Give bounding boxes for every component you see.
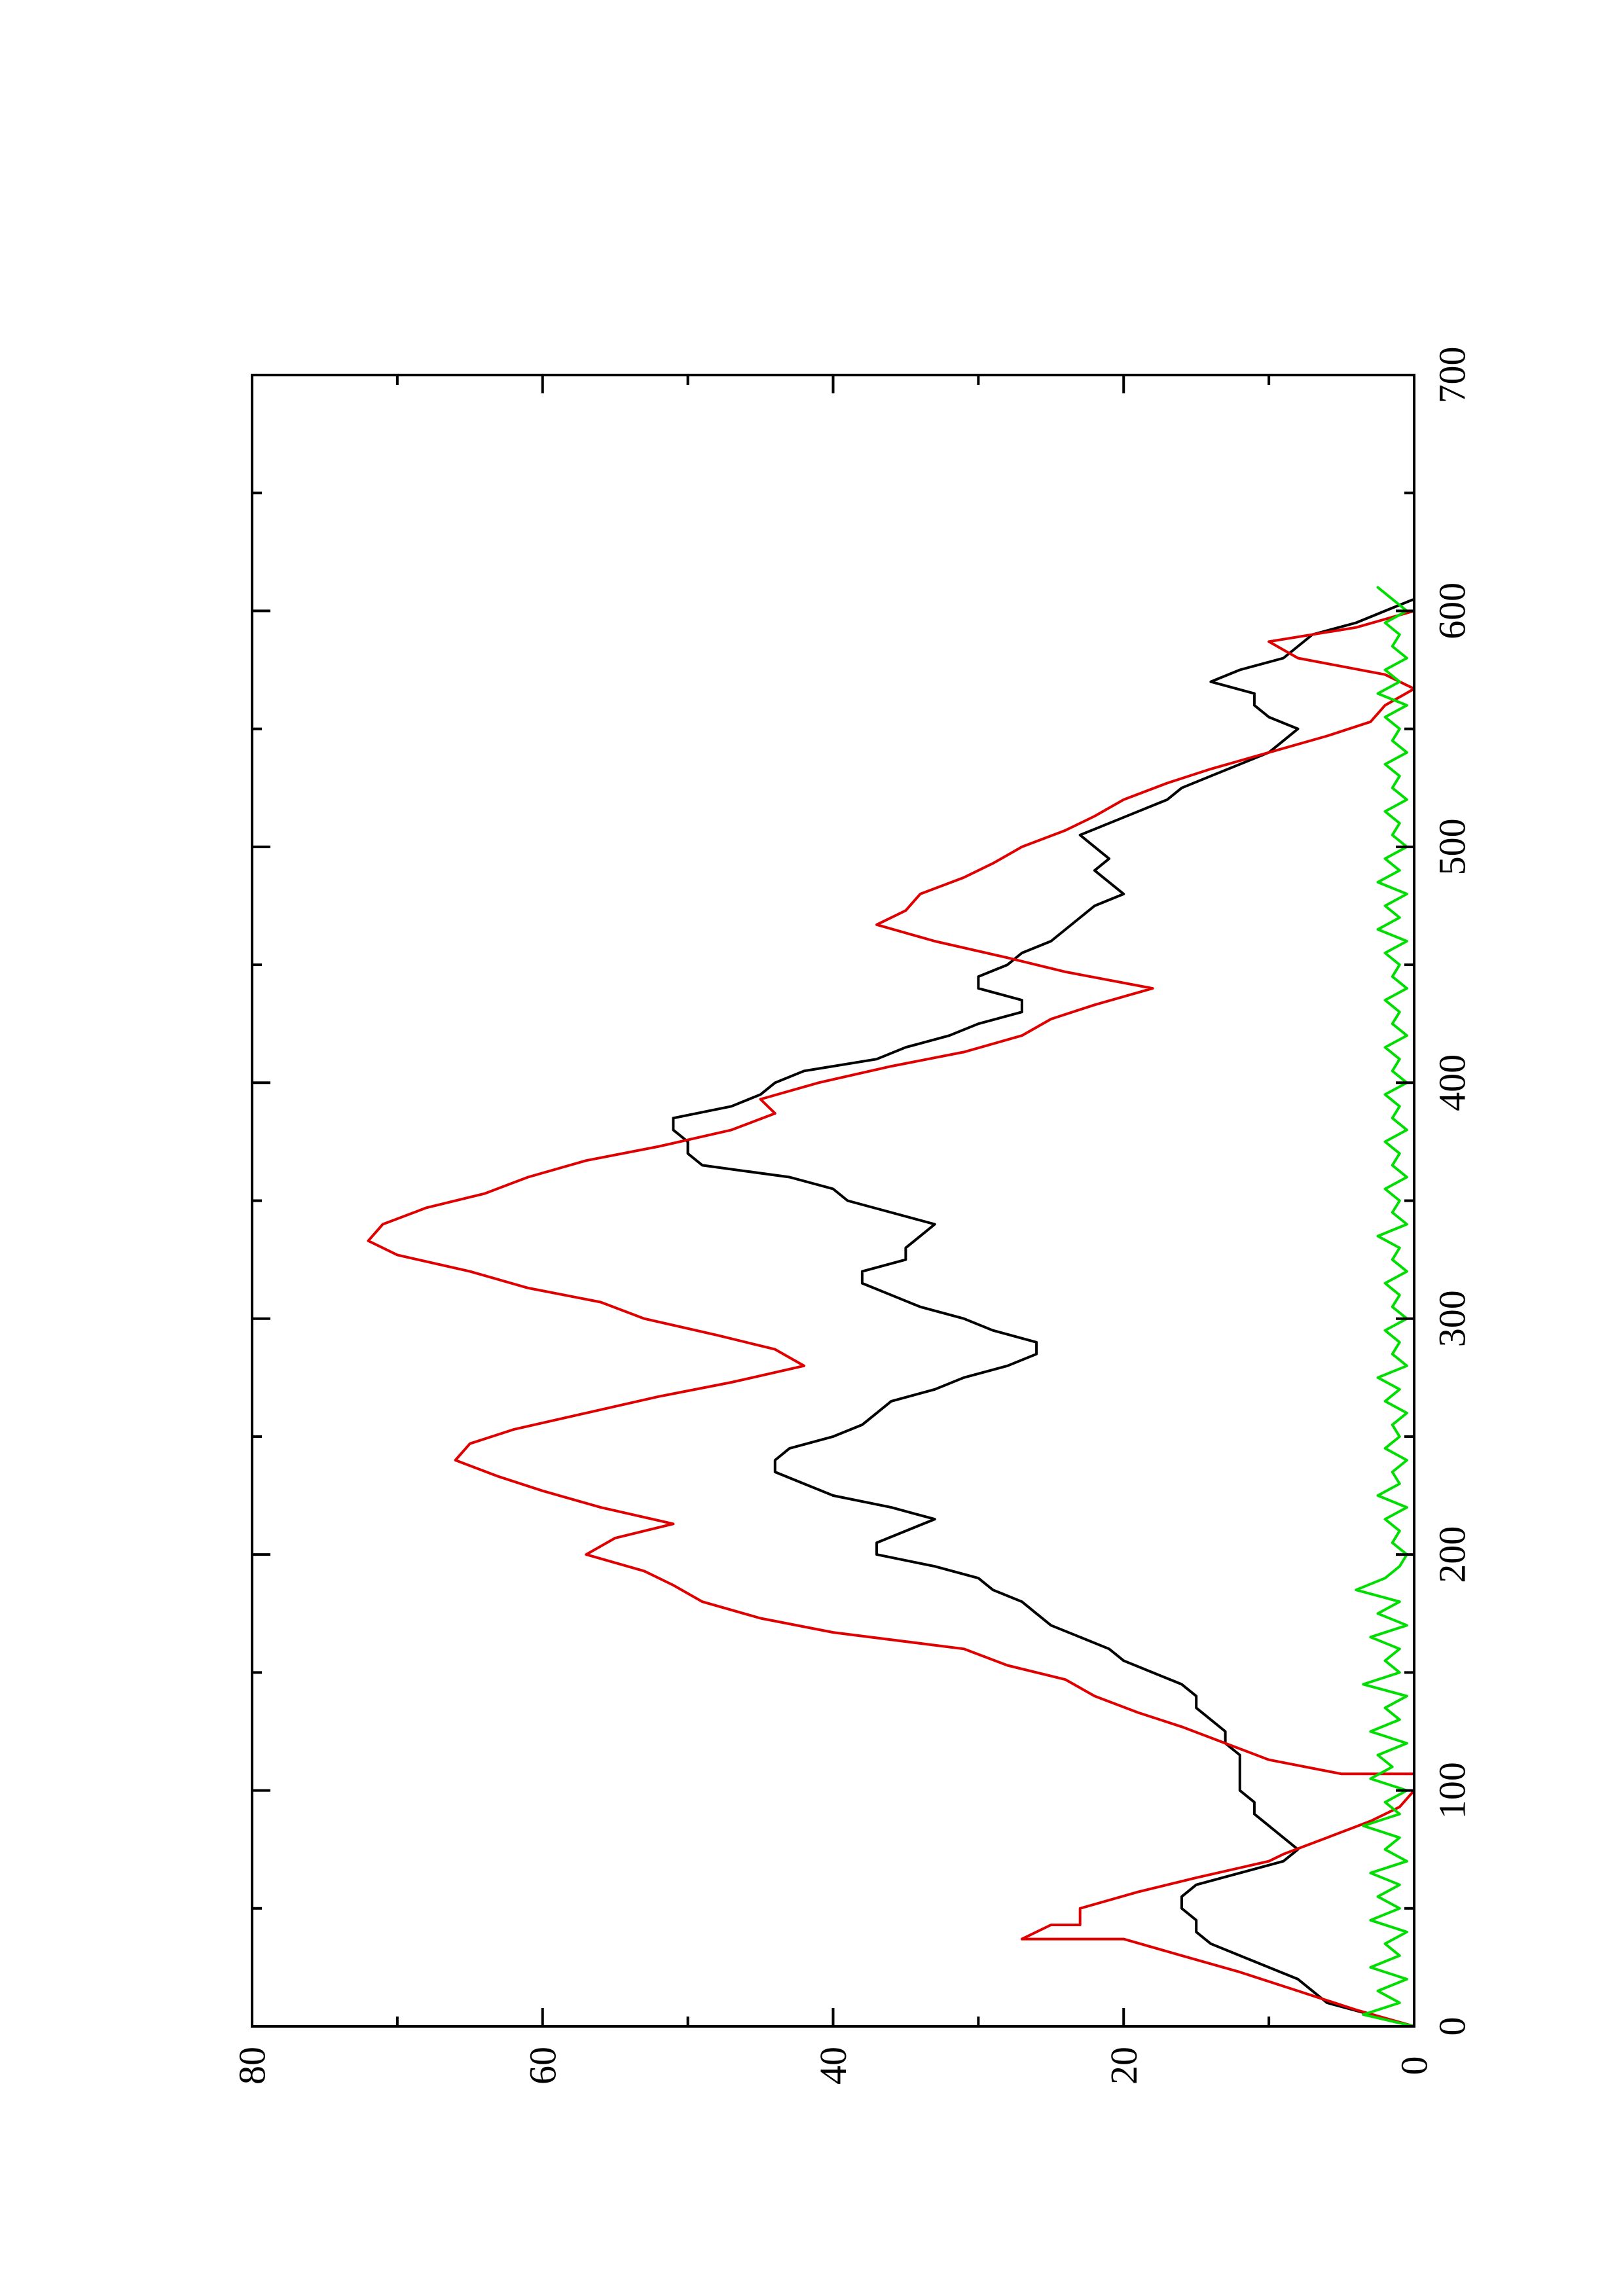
y-tick-label: 0	[1393, 2056, 1436, 2075]
y-tick-label: 40	[812, 2047, 854, 2085]
x-tick-label: 400	[1431, 1054, 1474, 1111]
x-tick-label: 700	[1431, 347, 1474, 404]
series-line-1	[672, 586, 1415, 2028]
x-tick-label: 0	[1431, 2017, 1474, 2036]
y-tick-label: 80	[231, 2047, 274, 2085]
tick-layer	[251, 374, 1415, 2028]
series-layer	[367, 586, 1415, 2028]
label-layer: 0 100 200 300 400 500 600 700 0 20 40 60 80	[231, 347, 1474, 2085]
series-line-3	[1355, 586, 1415, 2028]
x-tick-label: 500	[1431, 818, 1474, 875]
x-tick-label: 200	[1431, 1526, 1474, 1583]
x-tick-label: 100	[1431, 1762, 1474, 1819]
x-tick-label: 300	[1431, 1290, 1474, 1347]
y-tick-label: 20	[1103, 2047, 1145, 2085]
x-tick-label: 600	[1431, 583, 1474, 639]
series-line-2	[367, 593, 1415, 2028]
y-tick-label: 60	[521, 2047, 564, 2085]
